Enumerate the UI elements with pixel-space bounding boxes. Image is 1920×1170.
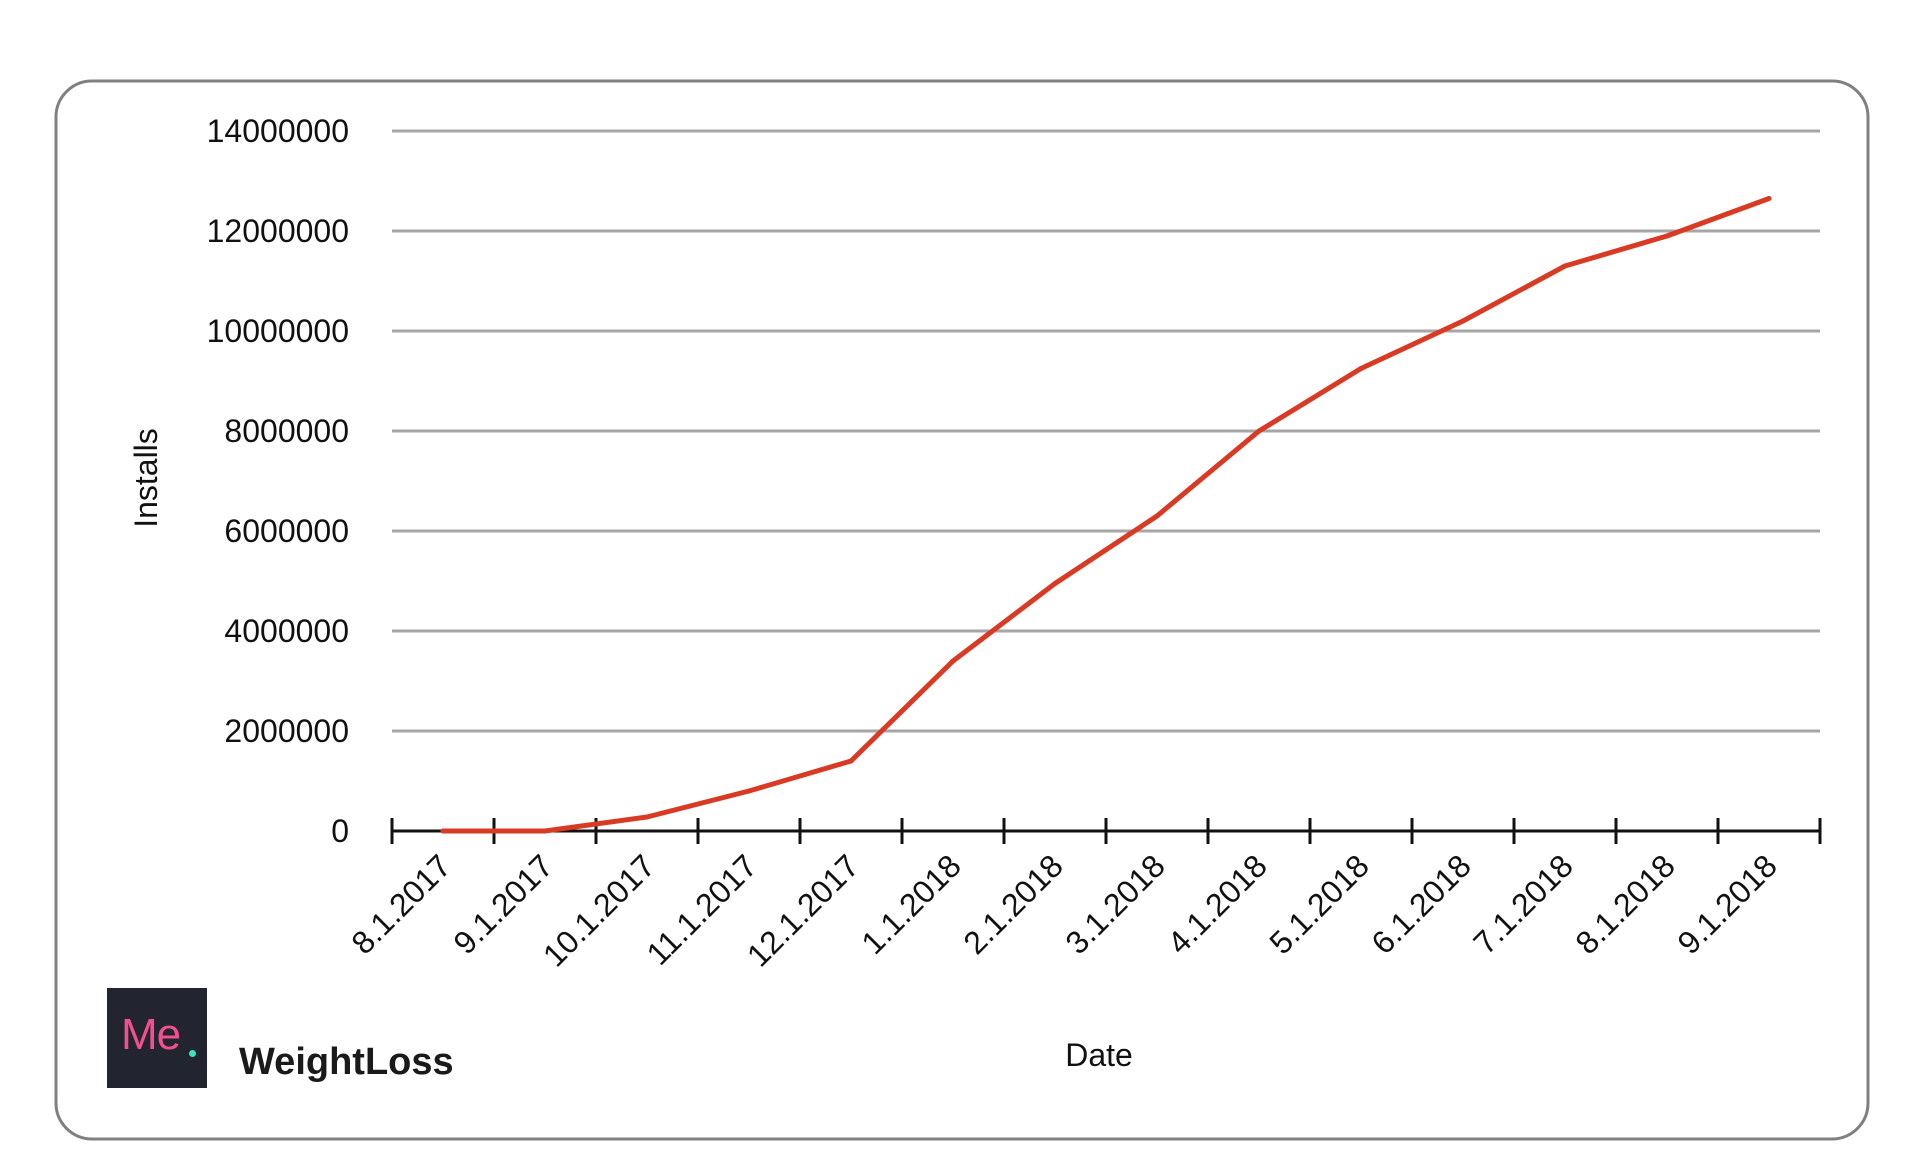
brand: Me WeightLoss bbox=[107, 988, 454, 1088]
data-point bbox=[542, 828, 548, 834]
y-tick-label: 0 bbox=[331, 813, 349, 849]
gridlines bbox=[392, 129, 1820, 733]
data-point bbox=[950, 658, 956, 664]
data-point bbox=[1460, 318, 1466, 324]
brand-logo-text: Me bbox=[121, 1010, 181, 1059]
data-point bbox=[1052, 581, 1058, 586]
brand-logo: Me bbox=[107, 988, 207, 1088]
data-point bbox=[644, 814, 650, 820]
data-point bbox=[1358, 366, 1364, 371]
y-tick-label: 10000000 bbox=[207, 313, 349, 349]
brand-name: WeightLoss bbox=[239, 1041, 454, 1083]
series-layer bbox=[440, 196, 1772, 834]
data-point bbox=[848, 758, 854, 764]
y-tick-label: 8000000 bbox=[224, 413, 349, 449]
data-point bbox=[1562, 263, 1568, 269]
data-point bbox=[746, 788, 752, 794]
y-tick-label: 2000000 bbox=[224, 713, 349, 749]
brand-logo-dot bbox=[189, 1050, 196, 1057]
y-tick-label: 14000000 bbox=[207, 113, 349, 149]
data-point bbox=[440, 828, 446, 834]
y-tick-label: 6000000 bbox=[224, 513, 349, 549]
y-tick-labels: 0 2000000 4000000 6000000 8000000 10000000 120… bbox=[207, 113, 349, 849]
series-line bbox=[440, 196, 1772, 834]
data-point bbox=[1256, 428, 1262, 434]
y-tick-label: 4000000 bbox=[224, 613, 349, 649]
y-tick-label: 12000000 bbox=[207, 213, 349, 249]
data-point bbox=[1766, 196, 1772, 201]
data-point bbox=[1154, 513, 1160, 519]
y-axis-title: Installs bbox=[128, 428, 164, 528]
data-point bbox=[1664, 233, 1670, 239]
x-axis-title: Date bbox=[1065, 1037, 1133, 1073]
